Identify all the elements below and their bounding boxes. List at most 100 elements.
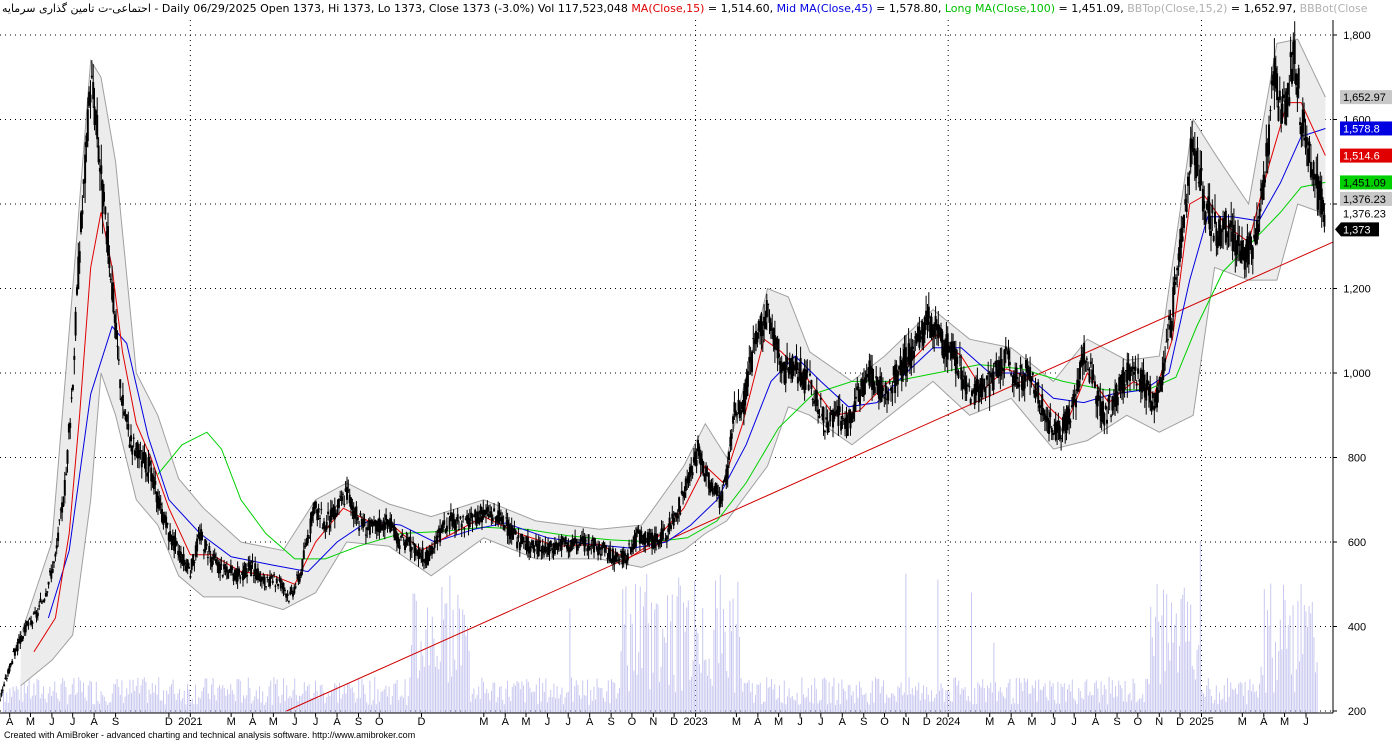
volume-bar <box>409 677 411 713</box>
x-tick-label: A <box>1092 716 1100 728</box>
price-body <box>1150 401 1153 412</box>
price-body <box>868 360 871 386</box>
volume-bar <box>38 680 40 713</box>
volume-bar <box>1188 641 1190 713</box>
volume-bar <box>943 701 945 713</box>
badge-bbbot-bg <box>1340 191 1392 206</box>
volume-bar <box>393 683 395 713</box>
price-body <box>93 106 96 125</box>
price-body <box>1315 174 1318 186</box>
price-body <box>150 467 153 482</box>
price-body <box>362 520 365 528</box>
volume-bar <box>1127 694 1129 713</box>
header-bbtop-value: = 1,652.97, <box>1227 2 1299 15</box>
price-body <box>900 362 903 382</box>
volume-bar <box>473 688 475 713</box>
price-body <box>1064 411 1067 432</box>
volume-bar <box>1057 681 1059 713</box>
price-body <box>173 535 176 551</box>
price-body <box>907 343 910 363</box>
price-body <box>229 565 232 573</box>
volume-bar <box>307 686 308 713</box>
price-body <box>1003 349 1006 367</box>
volume-bar <box>156 694 158 713</box>
volume-bar <box>505 688 507 713</box>
price-body <box>845 417 848 429</box>
volume-bar <box>239 680 241 713</box>
volume-bar <box>799 703 801 713</box>
price-body <box>1058 425 1061 440</box>
price-body <box>705 466 708 476</box>
volume-bar <box>1135 702 1137 713</box>
price-body <box>653 533 656 549</box>
price-body <box>1157 390 1160 394</box>
volume-bar <box>1227 678 1228 713</box>
price-body <box>431 546 433 555</box>
price-body <box>563 541 566 543</box>
volume-bar <box>913 695 915 713</box>
volume-bar <box>999 687 1001 713</box>
price-body <box>151 475 154 482</box>
volume-bar <box>1071 679 1073 713</box>
price-body <box>876 377 879 394</box>
price-body <box>242 570 244 581</box>
volume-bar <box>607 680 609 713</box>
price-body <box>458 529 460 531</box>
price-body <box>499 516 502 522</box>
volume-bar <box>931 690 932 713</box>
price-body <box>1043 413 1046 420</box>
price-body <box>1292 41 1295 55</box>
price-body <box>678 497 681 512</box>
price-body <box>597 548 600 556</box>
volume-bar <box>639 586 641 713</box>
price-body <box>1223 218 1226 222</box>
price-body <box>513 528 516 531</box>
price-body <box>223 564 226 570</box>
volume-bar <box>1086 679 1088 713</box>
price-body <box>958 356 961 358</box>
volume-bar <box>1286 648 1288 713</box>
price-body <box>1311 170 1314 176</box>
volume-bar <box>646 574 648 713</box>
volume-bar <box>329 696 331 713</box>
badge-close: 1,373 <box>1343 224 1371 236</box>
volume-bar <box>1164 671 1166 713</box>
volume-bar <box>204 678 206 713</box>
price-body <box>844 418 847 429</box>
price-body <box>4 677 7 680</box>
price-body <box>660 528 663 541</box>
volume-bar <box>977 682 979 713</box>
price-body <box>405 538 408 545</box>
volume-bar <box>710 678 712 713</box>
price-body <box>764 322 767 329</box>
volume-bar <box>297 700 299 713</box>
volume-bar <box>439 661 441 713</box>
volume-bar <box>398 700 400 713</box>
x-tick-label: N <box>1155 716 1163 728</box>
price-body <box>204 539 207 553</box>
price-body <box>902 357 905 376</box>
x-tick-label: J <box>1303 716 1309 728</box>
price-body <box>1243 248 1246 270</box>
volume-bar <box>572 701 574 713</box>
volume-bar <box>169 686 171 713</box>
price-body <box>1002 368 1005 372</box>
footer-credit: Created with AmiBroker - advanced charti… <box>4 730 415 740</box>
volume-bar <box>766 677 768 713</box>
price-body <box>198 532 201 541</box>
volume-bar <box>1151 637 1153 713</box>
price-body <box>262 577 265 580</box>
volume-bar <box>1115 686 1116 713</box>
price-body <box>929 321 932 338</box>
volume-bar <box>622 589 624 713</box>
x-tick-label: O <box>375 716 384 728</box>
price-body <box>171 536 174 546</box>
price-body <box>659 539 662 544</box>
price-body <box>999 360 1002 377</box>
volume-bar <box>231 690 233 713</box>
price-body <box>437 528 440 534</box>
price-body <box>1137 368 1140 374</box>
volume-bar <box>294 678 296 713</box>
volume-bar <box>452 609 454 713</box>
